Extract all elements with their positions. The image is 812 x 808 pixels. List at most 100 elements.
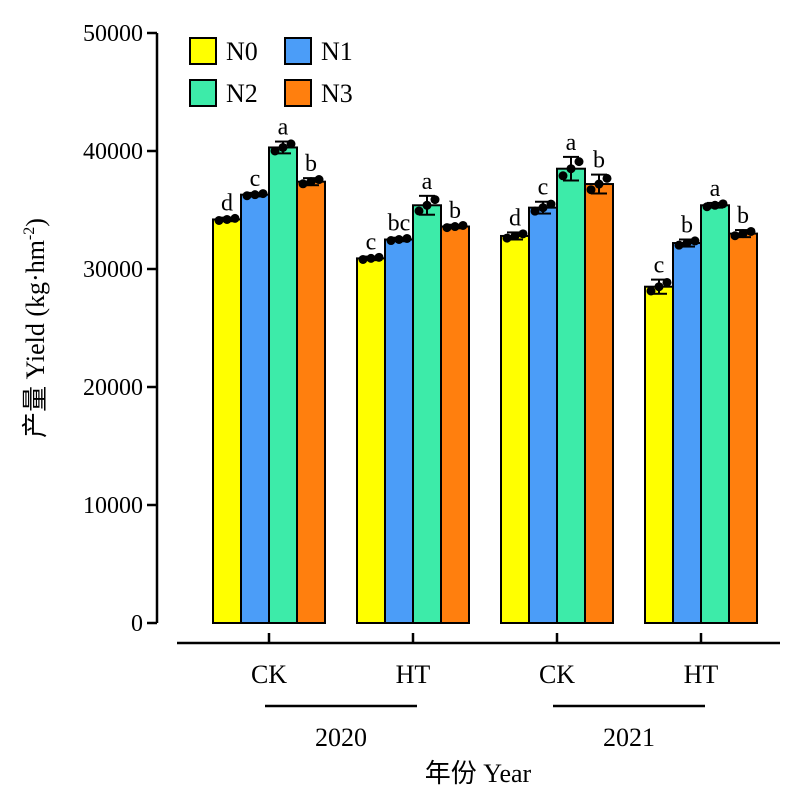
legend-label-n2: N2 — [226, 79, 258, 108]
bar-n1 — [528, 206, 558, 624]
replicate-point — [458, 220, 468, 230]
replicate-point — [394, 235, 404, 244]
legend-label-n0: N0 — [226, 37, 258, 66]
significance-letter: bc — [388, 211, 411, 237]
bar-n1 — [240, 193, 270, 624]
bar-n0 — [212, 218, 242, 624]
replicate-point — [646, 286, 656, 296]
replicate-point — [314, 175, 324, 185]
replicate-point — [214, 216, 224, 226]
bar-n1 — [384, 238, 414, 624]
replicate-point — [530, 206, 540, 216]
bar-n0 — [644, 285, 674, 624]
significance-letter: b — [305, 151, 317, 177]
replicate-point — [286, 139, 296, 149]
y-tick-label: 10000 — [83, 493, 143, 519]
bar-n1 — [672, 242, 702, 624]
y-ticks: 0 10000 20000 30000 40000 50000 — [83, 21, 157, 637]
replicate-point — [502, 233, 512, 243]
y-axis-title-sup: -2 — [21, 227, 38, 240]
year-label: 2020 — [315, 723, 367, 752]
x-category-label: HT — [396, 660, 431, 689]
replicate-point — [430, 195, 440, 205]
replicate-point — [566, 164, 576, 174]
replicate-point — [222, 214, 232, 224]
y-tick-label: 30000 — [83, 257, 143, 283]
legend-label-n3: N3 — [321, 79, 353, 108]
bar-n3 — [440, 225, 470, 625]
replicate-point — [662, 277, 672, 287]
x-axis-title: 年份 Year — [425, 759, 532, 788]
replicate-point — [602, 173, 612, 183]
significance-letter: c — [538, 175, 549, 201]
bar-n2 — [700, 204, 730, 624]
legend: N0 N1 N2 N3 — [189, 37, 353, 108]
significance-letter: a — [566, 130, 577, 156]
bar-n2 — [412, 204, 442, 624]
significance-letter: c — [654, 253, 665, 279]
significance-letter: b — [449, 198, 461, 224]
bar-n2 — [268, 146, 298, 625]
bar-n3 — [728, 232, 758, 624]
significance-letter: d — [509, 205, 521, 231]
significance-letter: b — [681, 213, 693, 239]
legend-swatch-n1 — [284, 37, 312, 65]
legend-swatch-n0 — [189, 37, 217, 65]
replicate-point — [702, 202, 712, 212]
x-category-label: HT — [684, 660, 719, 689]
replicate-point — [402, 233, 412, 243]
replicate-point — [358, 254, 368, 264]
replicate-point — [258, 189, 268, 199]
replicate-point — [518, 229, 528, 239]
y-axis-title: 产量 Yield (kg·hm-2) — [21, 218, 50, 438]
x-category-label: CK — [251, 660, 287, 689]
bar-n3 — [296, 180, 326, 624]
replicate-point — [230, 213, 240, 223]
replicate-point — [558, 171, 568, 181]
replicate-point — [242, 191, 252, 201]
replicate-point — [718, 199, 728, 209]
replicate-point — [278, 142, 288, 152]
y-tick-label: 40000 — [83, 139, 143, 165]
axis-layer — [155, 33, 780, 645]
legend-label-n1: N1 — [321, 37, 353, 66]
y-axis-title-close: ) — [21, 218, 50, 227]
bar-n3 — [584, 183, 614, 624]
significance-letter: a — [710, 176, 721, 202]
replicate-point — [510, 231, 520, 241]
bar-n2 — [556, 167, 586, 624]
replicate-point — [270, 146, 280, 156]
replicate-point — [682, 238, 692, 248]
x-category-label: CK — [539, 660, 575, 689]
x-labels: CK HT CK HT 2020 2021 — [251, 633, 719, 752]
y-tick-label: 50000 — [83, 21, 143, 47]
replicate-point — [654, 282, 664, 292]
y-tick-label: 0 — [131, 611, 143, 637]
y-tick-label: 20000 — [83, 375, 143, 401]
replicate-point — [374, 252, 384, 262]
significance-letter: a — [278, 115, 289, 141]
bar-n0 — [356, 257, 386, 624]
legend-swatch-n2 — [189, 79, 217, 107]
replicate-point — [546, 199, 556, 209]
replicate-point — [538, 203, 548, 213]
replicate-point — [586, 185, 596, 195]
replicate-point — [442, 223, 452, 233]
significance-letter: c — [366, 230, 377, 256]
replicate-point — [738, 229, 748, 239]
replicate-point — [414, 206, 424, 216]
significance-letter: a — [422, 169, 433, 195]
replicate-point — [730, 231, 740, 241]
year-label: 2021 — [603, 723, 655, 752]
replicate-point — [306, 177, 316, 187]
replicate-point — [746, 226, 756, 236]
replicate-point — [594, 179, 604, 189]
bar-n0 — [500, 234, 530, 625]
replicate-point — [710, 200, 720, 210]
replicate-point — [422, 200, 432, 210]
replicate-point — [298, 179, 308, 189]
significance-letter: c — [250, 166, 261, 192]
replicate-point — [366, 253, 376, 263]
